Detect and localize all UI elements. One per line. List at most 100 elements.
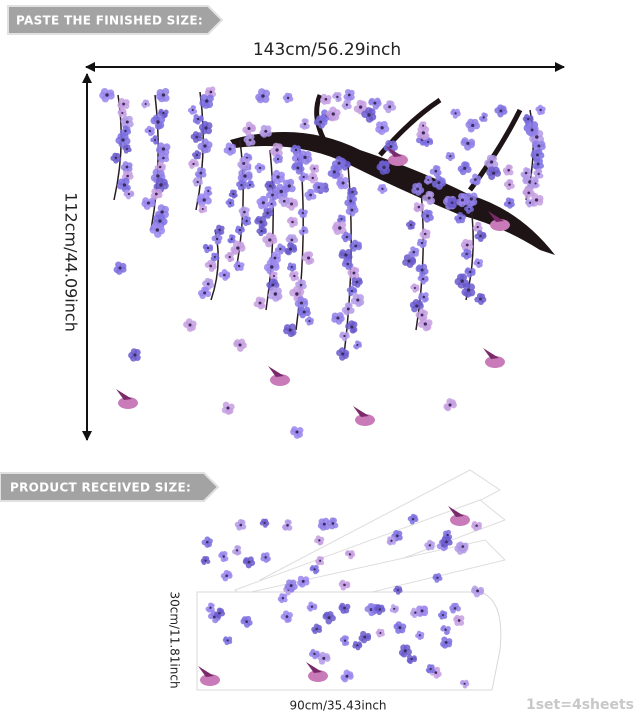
petal — [274, 247, 281, 253]
flower-center — [235, 549, 239, 552]
flower-center — [290, 265, 293, 269]
flower-center — [534, 198, 539, 202]
petal — [412, 288, 418, 293]
petal — [154, 122, 163, 130]
petal — [302, 209, 308, 215]
petal — [232, 549, 238, 555]
received-width: 90cm/35.43inch — [289, 699, 386, 713]
petal — [289, 222, 295, 228]
flower-center — [209, 264, 212, 268]
petal — [205, 606, 211, 612]
flower-center — [409, 223, 412, 227]
flower-center — [238, 343, 242, 347]
flower-center — [349, 199, 353, 203]
petal — [423, 178, 429, 184]
petal — [476, 222, 482, 228]
petal — [349, 327, 356, 334]
flower-center — [327, 616, 331, 620]
flower-center — [388, 105, 392, 109]
petal — [261, 196, 269, 203]
bird — [355, 414, 375, 426]
petal — [445, 529, 452, 535]
petal — [462, 161, 470, 169]
flower-center — [331, 112, 335, 116]
flower-center — [340, 217, 343, 221]
flower-center — [355, 280, 359, 284]
flower-center — [410, 657, 413, 661]
received-banner: PRODUCT RECEIVED SIZE: — [10, 481, 191, 495]
flower-center — [434, 671, 438, 674]
petal — [421, 121, 427, 126]
flower-center — [356, 298, 360, 302]
flower-center — [477, 261, 480, 265]
petal — [295, 168, 303, 175]
flower-center — [346, 262, 350, 266]
flower-center — [508, 183, 511, 186]
flower-center — [202, 198, 206, 202]
petal — [214, 611, 220, 618]
petal — [478, 116, 484, 121]
flower-center — [223, 273, 226, 277]
petal — [476, 521, 482, 528]
flower-center — [537, 144, 541, 148]
flower-center — [379, 631, 382, 635]
flower-center — [341, 352, 345, 356]
flower-center — [336, 95, 339, 99]
flower-center — [338, 226, 342, 230]
flower-center — [301, 211, 305, 215]
flower-center — [420, 313, 424, 317]
flower-center — [448, 403, 452, 407]
flower-center — [482, 116, 485, 119]
bird — [388, 154, 408, 166]
flower-center — [461, 545, 465, 548]
flower-center — [423, 232, 427, 236]
petal — [425, 319, 433, 327]
petal — [190, 320, 197, 328]
flower-center — [356, 343, 359, 347]
flower-center — [344, 253, 348, 257]
petal — [372, 103, 380, 110]
petal — [345, 99, 351, 105]
petal — [445, 536, 451, 543]
petal — [113, 266, 121, 274]
petal — [322, 517, 330, 525]
petal — [462, 683, 468, 689]
petal — [160, 163, 166, 169]
flower-center — [343, 606, 346, 610]
flower-center — [263, 522, 266, 525]
flower-center — [508, 201, 511, 205]
flower-center — [261, 201, 265, 205]
flower-center — [226, 406, 230, 410]
petal — [411, 655, 417, 661]
petal — [318, 122, 325, 129]
flower-center — [301, 579, 305, 583]
petal — [446, 638, 453, 645]
petal — [351, 287, 357, 293]
flower-center — [528, 201, 532, 204]
flower-center — [206, 282, 210, 286]
banner-shape — [0, 472, 220, 502]
petal — [335, 97, 341, 103]
flower-center — [373, 101, 377, 105]
petal — [205, 141, 213, 149]
petal — [259, 164, 266, 170]
petal — [331, 517, 338, 524]
petal — [453, 602, 459, 609]
flower-center — [348, 553, 352, 556]
flower-center — [437, 181, 441, 185]
petal — [426, 198, 434, 206]
petal — [427, 191, 435, 199]
flower-center — [121, 111, 124, 115]
petal — [245, 171, 253, 179]
flower-center — [226, 639, 229, 642]
petal — [224, 271, 231, 278]
petal — [198, 115, 204, 121]
petal — [309, 317, 314, 323]
flower-center — [479, 234, 482, 238]
petal — [285, 519, 292, 526]
petal — [419, 631, 425, 637]
flower-center — [303, 155, 307, 160]
flower-center — [279, 189, 283, 194]
petal — [415, 182, 423, 189]
flower-center — [245, 219, 248, 223]
